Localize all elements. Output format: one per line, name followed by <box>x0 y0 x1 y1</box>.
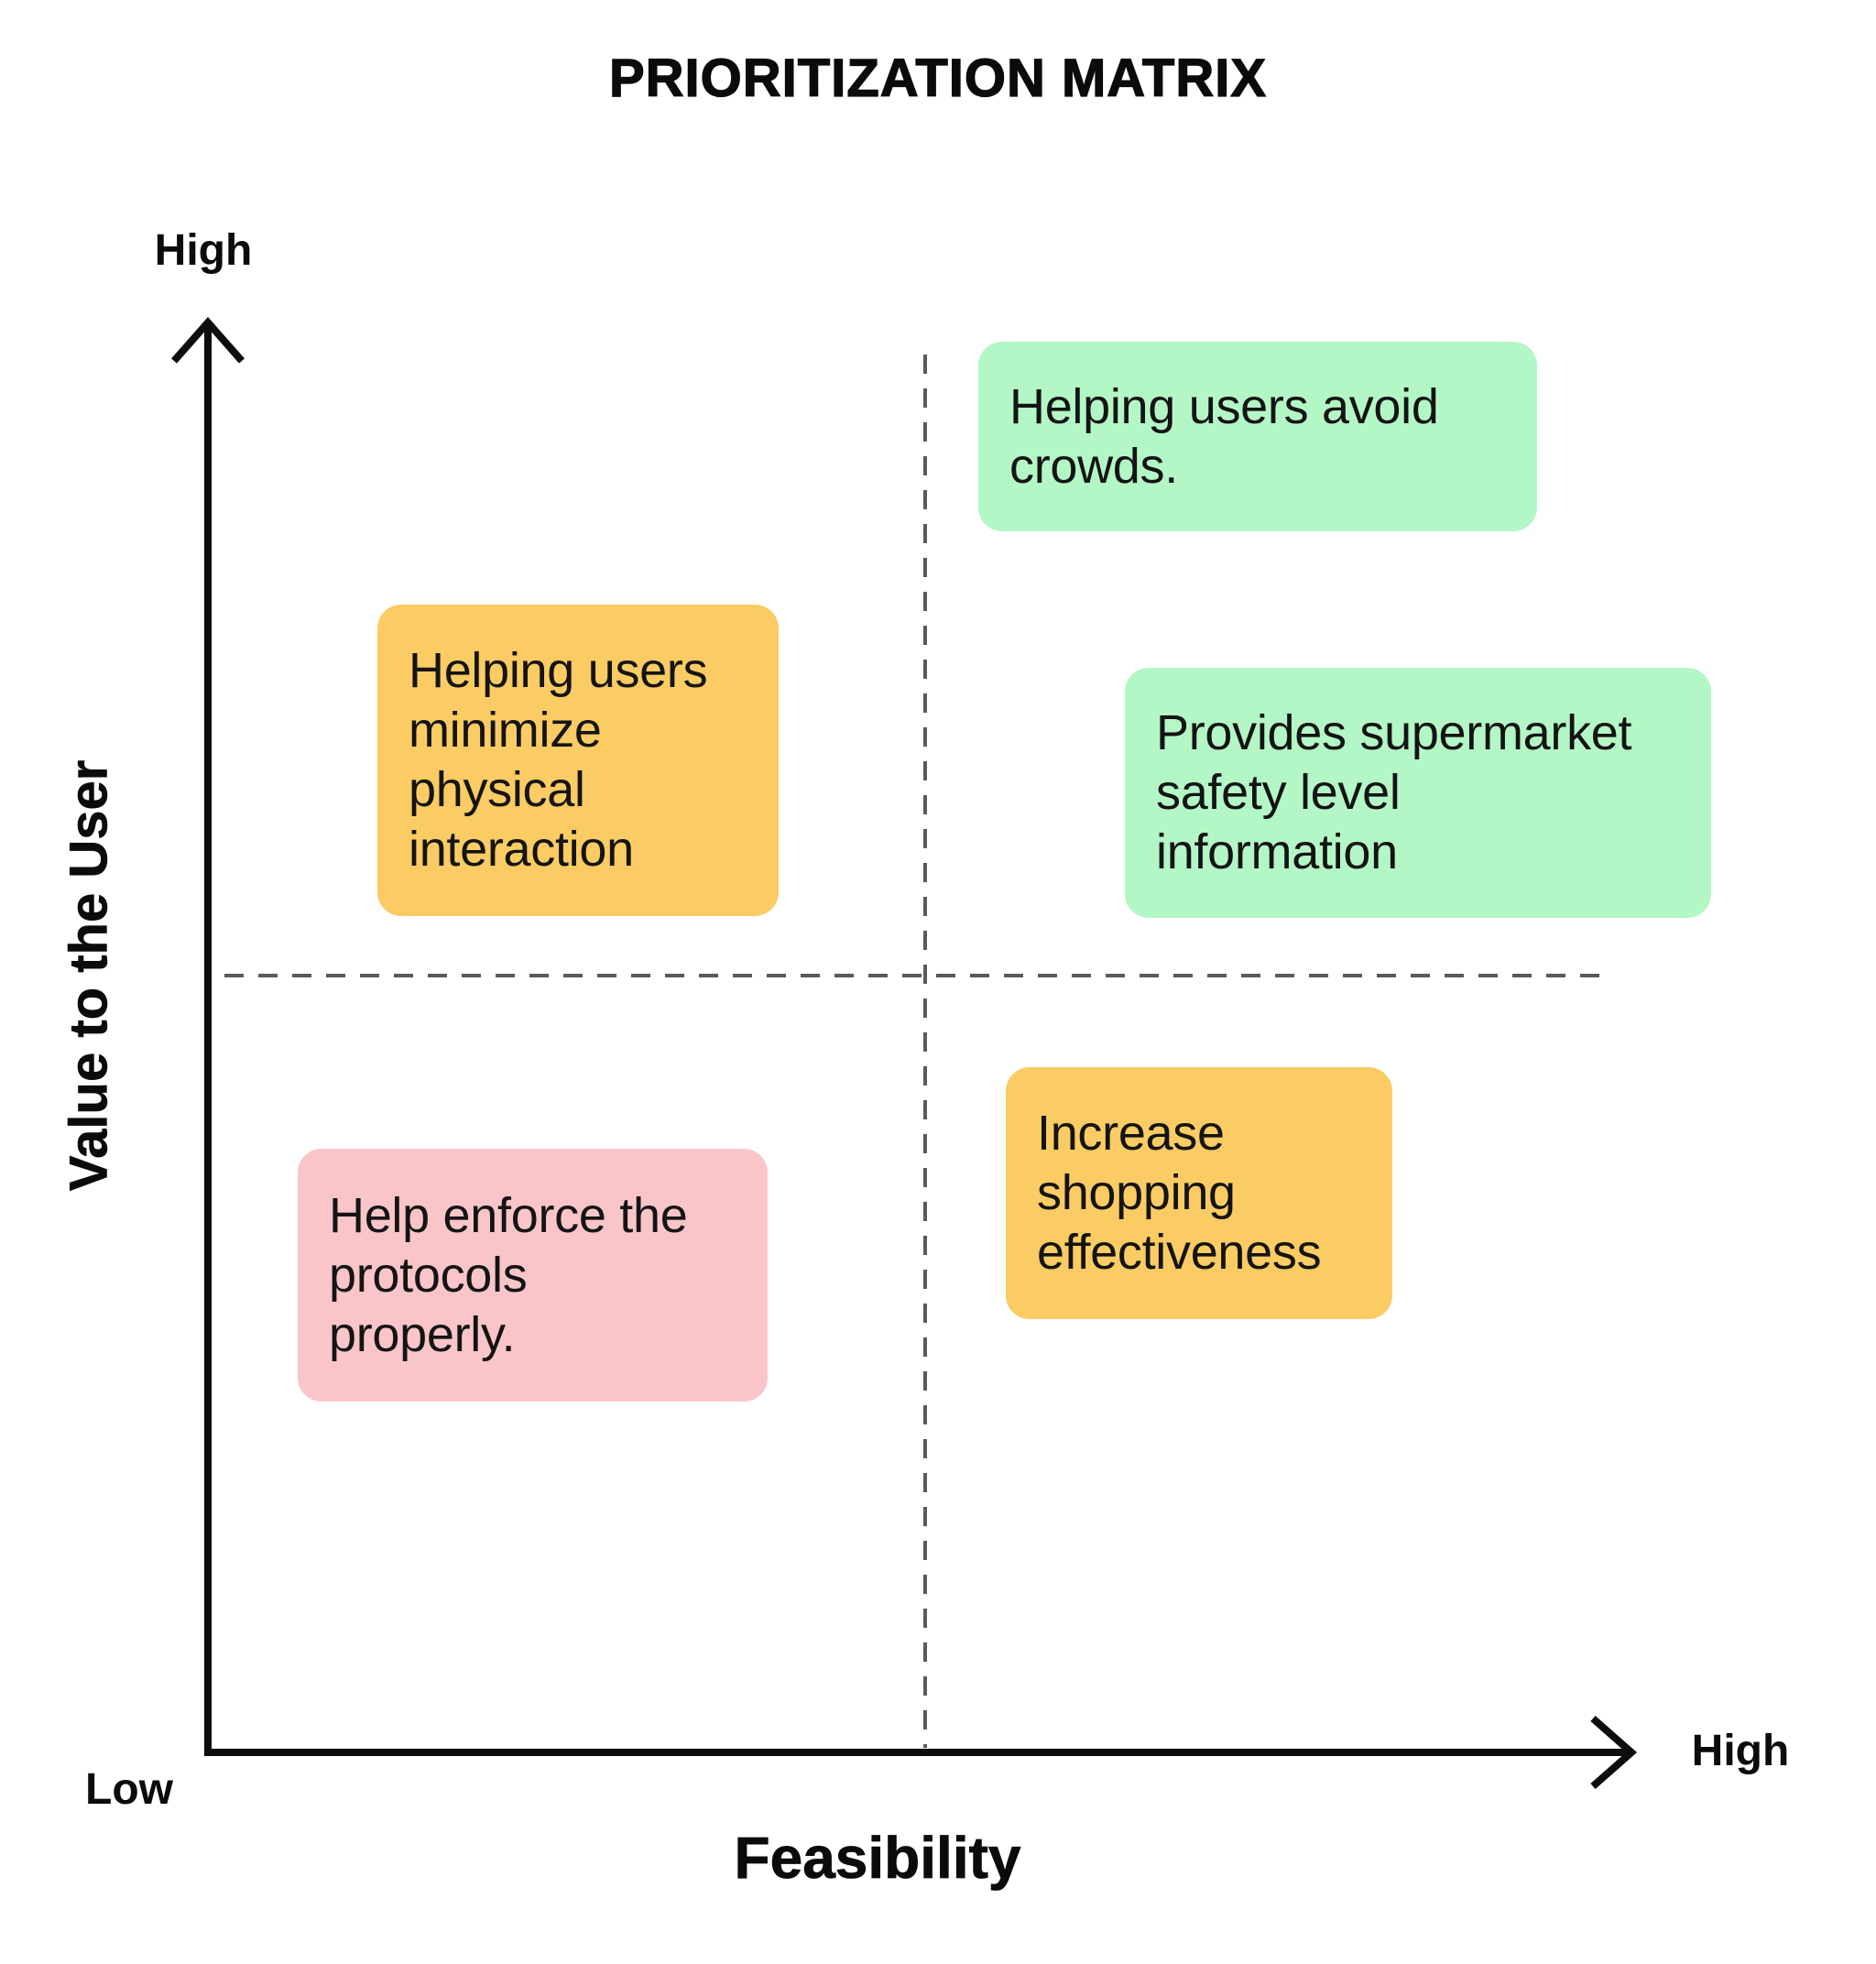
x-axis-high-label: High <box>1691 1727 1790 1775</box>
page-title: PRIORITIZATION MATRIX <box>608 48 1268 108</box>
x-axis-arrowhead-icon <box>1590 1715 1638 1790</box>
note-text: Help enforce the protocols properly. <box>329 1187 688 1362</box>
note-text: Increase shopping effectiveness <box>1037 1106 1322 1280</box>
note-increase-shopping-effectiveness[interactable]: Increase shopping effectiveness <box>1006 1067 1392 1319</box>
note-text: Helping users minimize physical interact… <box>409 643 708 877</box>
y-axis-title: Value to the User <box>59 759 119 1192</box>
note-helping-users-avoid-crowds[interactable]: Helping users avoid crowds. <box>978 342 1537 531</box>
note-text: Provides supermarket safety level inform… <box>1156 705 1632 879</box>
x-axis-title: Feasibility <box>734 1825 1021 1892</box>
y-axis-high-label: High <box>154 226 253 275</box>
note-text: Helping users avoid crowds. <box>1009 378 1439 494</box>
y-axis-arrowhead-icon <box>170 316 245 364</box>
note-enforce-protocols[interactable]: Help enforce the protocols properly. <box>298 1149 768 1402</box>
note-minimize-physical-interaction[interactable]: Helping users minimize physical interact… <box>377 605 779 916</box>
note-supermarket-safety-information[interactable]: Provides supermarket safety level inform… <box>1125 668 1711 918</box>
y-axis-low-label: Low <box>85 1765 173 1814</box>
